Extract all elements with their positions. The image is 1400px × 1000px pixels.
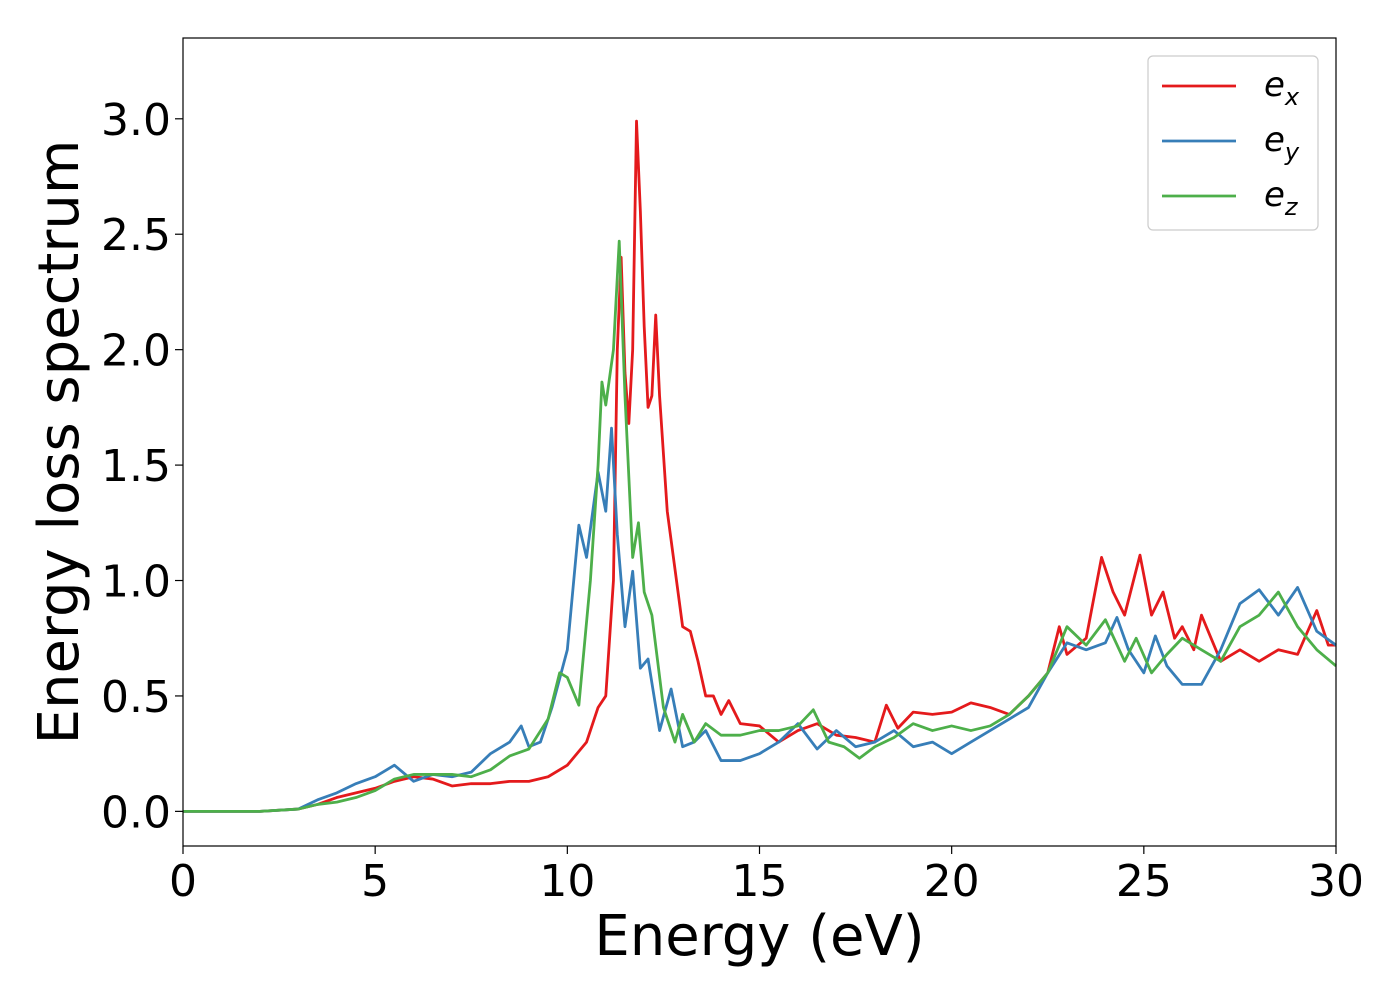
x-tick-label: 20: [924, 856, 980, 907]
legend-box: [1147, 55, 1319, 231]
series-line-y: [183, 426, 1337, 813]
y-tick-label: 0.5: [101, 672, 171, 723]
legend-label-base: e: [1264, 65, 1285, 105]
legend-label-base: e: [1264, 120, 1285, 160]
y-tick-label: 2.5: [101, 210, 171, 261]
y-tick-label: 1.0: [101, 557, 171, 608]
series-line-x: [183, 119, 1336, 813]
x-axis-label: Energy (eV): [594, 904, 924, 969]
legend-label-subscript: x: [1284, 83, 1300, 111]
legend-label-y: ey: [1264, 120, 1300, 166]
y-tick-label: 1.5: [101, 441, 171, 492]
x-tick-label: 30: [1308, 856, 1364, 907]
y-axis: 0.0 0.5 1.0 1.5 2.0 2.5 3.0: [101, 95, 183, 838]
legend-label-subscript: z: [1284, 193, 1299, 221]
x-axis: 0 5 10 15 20 25 30: [169, 846, 1364, 907]
y-tick-label: 0.0: [101, 787, 171, 838]
y-tick-label: 3.0: [101, 95, 171, 146]
x-tick-label: 5: [361, 856, 389, 907]
x-tick-label: 15: [732, 856, 788, 907]
x-tick-label: 25: [1116, 856, 1172, 907]
series-layer: [183, 119, 1337, 813]
x-tick-label: 0: [169, 856, 197, 907]
legend-label-base: e: [1264, 175, 1285, 215]
series-line-z: [183, 239, 1337, 813]
y-tick-label: 2.0: [101, 326, 171, 377]
legend-label-z: ez: [1264, 175, 1299, 221]
legend-label-x: ex: [1264, 65, 1300, 111]
legend-label-subscript: y: [1284, 138, 1300, 166]
x-tick-label: 10: [539, 856, 595, 907]
y-axis-label: Energy loss spectrum: [27, 140, 92, 745]
